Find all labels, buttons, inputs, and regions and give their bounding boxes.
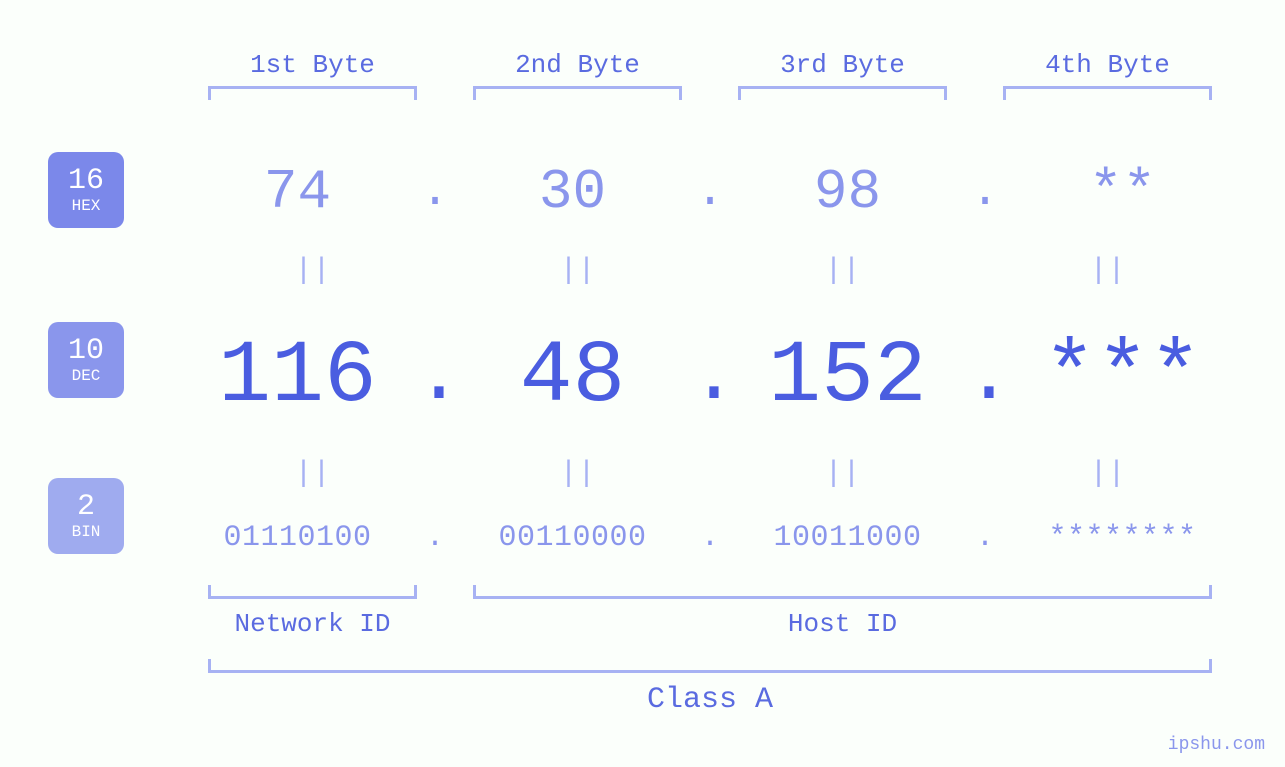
base-badge-bin: 2 BIN bbox=[48, 478, 124, 554]
bracket-top-4 bbox=[1003, 86, 1212, 100]
bracket-top-1 bbox=[208, 86, 417, 100]
bracket-host bbox=[473, 585, 1212, 599]
eq-2-1: || bbox=[180, 457, 445, 491]
byte-header-row: 1st Byte 2nd Byte 3rd Byte 4th Byte bbox=[180, 40, 1240, 100]
byte-label-2: 2nd Byte bbox=[445, 50, 710, 80]
base-badge-hex: 16 HEX bbox=[48, 152, 124, 228]
byte-label-3: 3rd Byte bbox=[710, 50, 975, 80]
class-label: Class A bbox=[208, 683, 1212, 717]
bin-sep-2: . bbox=[690, 521, 730, 555]
badge-dec-txt: DEC bbox=[72, 368, 101, 384]
hex-sep-3: . bbox=[965, 165, 1005, 219]
eq-row-2: || || || || bbox=[180, 457, 1240, 491]
hex-byte-4: ** bbox=[1005, 160, 1240, 224]
bracket-top-3 bbox=[738, 86, 947, 100]
bin-byte-1: 01110100 bbox=[180, 521, 415, 555]
byte-label-1: 1st Byte bbox=[180, 50, 445, 80]
dec-sep-2: . bbox=[690, 332, 730, 423]
hex-byte-3: 98 bbox=[730, 160, 965, 224]
hex-sep-2: . bbox=[690, 165, 730, 219]
hex-byte-1: 74 bbox=[180, 160, 415, 224]
dec-byte-1: 116 bbox=[180, 328, 415, 427]
bracket-network bbox=[208, 585, 417, 599]
eq-1-2: || bbox=[445, 254, 710, 288]
byte-label-4: 4th Byte bbox=[975, 50, 1240, 80]
eq-1-4: || bbox=[975, 254, 1240, 288]
badge-hex-num: 16 bbox=[68, 166, 104, 196]
hex-row: 74 . 30 . 98 . ** bbox=[180, 160, 1240, 224]
eq-row-1: || || || || bbox=[180, 254, 1240, 288]
eq-2-3: || bbox=[710, 457, 975, 491]
eq-2-4: || bbox=[975, 457, 1240, 491]
eq-2-2: || bbox=[445, 457, 710, 491]
badge-bin-txt: BIN bbox=[72, 524, 101, 540]
bin-byte-3: 10011000 bbox=[730, 521, 965, 555]
bin-byte-2: 00110000 bbox=[455, 521, 690, 555]
bin-sep-3: . bbox=[965, 521, 1005, 555]
eq-1-1: || bbox=[180, 254, 445, 288]
bottom-brackets: Network ID Host ID Class A bbox=[180, 585, 1240, 717]
network-id-label: Network ID bbox=[208, 609, 417, 639]
badge-hex-txt: HEX bbox=[72, 198, 101, 214]
bin-sep-1: . bbox=[415, 521, 455, 555]
dec-sep-1: . bbox=[415, 332, 455, 423]
dec-row: 116 . 48 . 152 . *** bbox=[180, 328, 1240, 427]
badge-dec-num: 10 bbox=[68, 336, 104, 366]
dec-byte-4: *** bbox=[1005, 328, 1240, 427]
dec-byte-3: 152 bbox=[730, 328, 965, 427]
bin-byte-4: ******** bbox=[1005, 521, 1240, 555]
dec-sep-3: . bbox=[965, 332, 1005, 423]
base-badge-dec: 10 DEC bbox=[48, 322, 124, 398]
dec-byte-2: 48 bbox=[455, 328, 690, 427]
hex-byte-2: 30 bbox=[455, 160, 690, 224]
eq-1-3: || bbox=[710, 254, 975, 288]
host-id-label: Host ID bbox=[473, 609, 1212, 639]
bin-row: 01110100 . 00110000 . 10011000 . *******… bbox=[180, 521, 1240, 555]
watermark: ipshu.com bbox=[1168, 735, 1265, 755]
diagram-content: 1st Byte 2nd Byte 3rd Byte 4th Byte 74 .… bbox=[180, 40, 1240, 717]
badge-bin-num: 2 bbox=[77, 492, 95, 522]
hex-sep-1: . bbox=[415, 165, 455, 219]
bracket-class bbox=[208, 659, 1212, 673]
bracket-top-2 bbox=[473, 86, 682, 100]
